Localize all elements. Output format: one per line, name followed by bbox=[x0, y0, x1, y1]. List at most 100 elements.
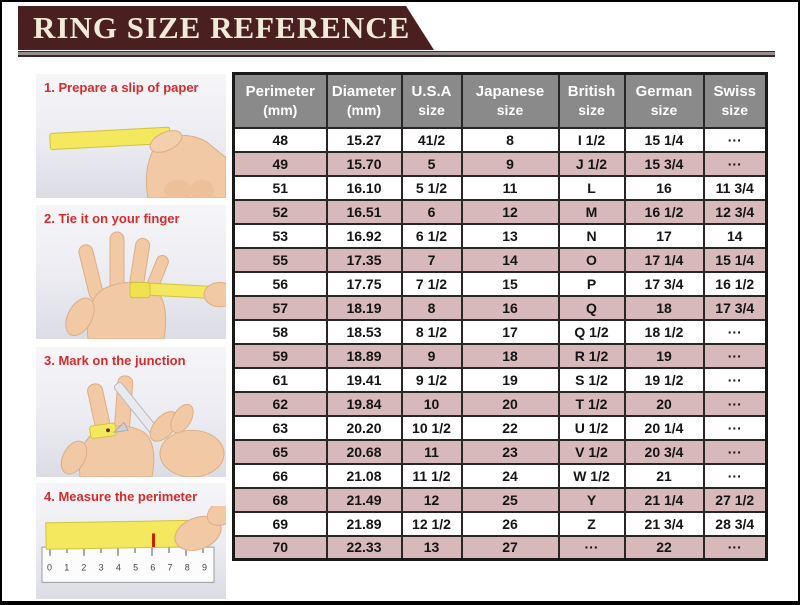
table-cell: 65 bbox=[232, 438, 328, 465]
table-header-row: Perimeter (mm) Diameter (mm) U.S.A size Japane… bbox=[232, 72, 768, 129]
table-cell: ··· bbox=[702, 438, 768, 465]
table-cell: 66 bbox=[232, 462, 328, 489]
step-1-label: 1. Prepare a slip of paper bbox=[44, 80, 199, 95]
table-cell: 20.68 bbox=[325, 438, 403, 465]
table-cell: R 1/2 bbox=[557, 342, 626, 369]
table-cell: 16.51 bbox=[325, 198, 403, 225]
column-header: Swiss size bbox=[702, 72, 768, 129]
table-cell: 15.70 bbox=[325, 150, 403, 177]
table-cell: 19.41 bbox=[325, 366, 403, 393]
table-row: 63 20.20 10 1/2 22 U 1/2 20 1/4 ··· bbox=[232, 414, 768, 441]
table-row: 51 16.10 5 1/2 11 L 16 11 3/4 bbox=[232, 174, 768, 201]
table-cell: 18 1/2 bbox=[623, 318, 705, 345]
table-row: 65 20.68 11 23 V 1/2 20 3/4 ··· bbox=[232, 438, 768, 465]
page-title: RING SIZE REFERENCE bbox=[33, 10, 411, 45]
thumb-illustration bbox=[149, 130, 183, 153]
table-cell: 20 1/4 bbox=[623, 414, 705, 441]
ring-size-table: Perimeter (mm) Diameter (mm) U.S.A size Japane… bbox=[232, 72, 768, 561]
step-2-photo-tie-finger bbox=[65, 231, 226, 339]
table-row: 52 16.51 6 12 M 16 1/2 12 3/4 bbox=[232, 198, 768, 225]
table-cell: 12 bbox=[400, 486, 463, 513]
table-cell: 15 3/4 bbox=[623, 150, 705, 177]
table-cell: 48 bbox=[232, 126, 328, 153]
column-header: Diameter (mm) bbox=[325, 72, 403, 129]
table-cell: Q bbox=[557, 294, 626, 321]
table-cell: 22.33 bbox=[325, 534, 403, 561]
table-cell: 59 bbox=[232, 342, 328, 369]
table-cell: N bbox=[557, 222, 626, 249]
table-cell: 16 1/2 bbox=[623, 198, 705, 225]
table-cell: 51 bbox=[232, 174, 328, 201]
table-cell: 23 bbox=[460, 438, 560, 465]
table-cell: 9 1/2 bbox=[400, 366, 463, 393]
table-cell: 17 3/4 bbox=[702, 294, 768, 321]
table-cell: 21 1/4 bbox=[623, 486, 705, 513]
table-cell: 58 bbox=[232, 318, 328, 345]
table-cell: 17 bbox=[623, 222, 705, 249]
table-cell: 11 1/2 bbox=[400, 462, 463, 489]
table-row: 69 21.89 12 1/2 26 Z 21 3/4 28 3/4 bbox=[232, 510, 768, 537]
table-cell: 63 bbox=[232, 414, 328, 441]
paper-slip-illustration bbox=[45, 519, 189, 550]
table-cell: ··· bbox=[702, 126, 768, 153]
table-row: 57 18.19 8 16 Q 18 17 3/4 bbox=[232, 294, 768, 321]
table-cell: T 1/2 bbox=[557, 390, 626, 417]
table-cell: 16 bbox=[460, 294, 560, 321]
table-cell: Z bbox=[557, 510, 626, 537]
column-header: Japanese size bbox=[460, 72, 560, 129]
table-cell: 6 1/2 bbox=[400, 222, 463, 249]
table-row: 49 15.70 5 9 J 1/2 15 3/4 ··· bbox=[232, 150, 768, 177]
table-row: 53 16.92 6 1/2 13 N 17 14 bbox=[232, 222, 768, 249]
column-header: British size bbox=[557, 72, 626, 129]
table-cell: 19 bbox=[623, 342, 705, 369]
table-cell: L bbox=[557, 174, 626, 201]
table-cell: ··· bbox=[702, 366, 768, 393]
table-cell: 18.89 bbox=[325, 342, 403, 369]
table-cell: 12 3/4 bbox=[702, 198, 768, 225]
table-cell: V 1/2 bbox=[557, 438, 626, 465]
table-cell: ··· bbox=[702, 462, 768, 489]
table-cell: 9 bbox=[400, 342, 463, 369]
table-cell: 8 1/2 bbox=[400, 318, 463, 345]
table-cell: 15.27 bbox=[325, 126, 403, 153]
table-cell: 21.08 bbox=[325, 462, 403, 489]
table-row: 66 21.08 11 1/2 24 W 1/2 21 ··· bbox=[232, 462, 768, 489]
table-row: 58 18.53 8 1/2 17 Q 1/2 18 1/2 ··· bbox=[232, 318, 768, 345]
table-cell: ··· bbox=[702, 390, 768, 417]
table-cell: 17 1/4 bbox=[623, 246, 705, 273]
ruler-illustration: 0 1 2 3 4 5 6 7 8 9 bbox=[41, 546, 215, 583]
table-cell: 27 bbox=[460, 534, 560, 561]
table-cell: 69 bbox=[232, 510, 328, 537]
table-cell: S 1/2 bbox=[557, 366, 626, 393]
step-1-photo-paper-slip bbox=[49, 126, 226, 198]
table-cell: O bbox=[557, 246, 626, 273]
table-cell: 17.75 bbox=[325, 270, 403, 297]
table-cell: 18.19 bbox=[325, 294, 403, 321]
table-cell: 22 bbox=[460, 414, 560, 441]
table-cell: 17 3/4 bbox=[623, 270, 705, 297]
table-cell: 28 3/4 bbox=[702, 510, 768, 537]
table-cell: 20.20 bbox=[325, 414, 403, 441]
table-cell: 20 bbox=[460, 390, 560, 417]
title-banner: RING SIZE REFERENCE bbox=[18, 6, 434, 50]
table-row: 70 22.33 13 27 ··· 22 ··· bbox=[232, 534, 768, 561]
table-cell: 18.53 bbox=[325, 318, 403, 345]
table-cell: 41/2 bbox=[400, 126, 463, 153]
table-cell: J 1/2 bbox=[557, 150, 626, 177]
table-cell: 22 bbox=[623, 534, 705, 561]
table-cell: 16.10 bbox=[325, 174, 403, 201]
table-cell: 18 bbox=[460, 342, 560, 369]
banner-underline bbox=[18, 51, 775, 57]
table-cell: 16 1/2 bbox=[702, 270, 768, 297]
table-cell: 19 bbox=[460, 366, 560, 393]
step-2-label: 2. Tie it on your finger bbox=[44, 211, 180, 226]
table-cell: 27 1/2 bbox=[702, 486, 768, 513]
table-row: 59 18.89 9 18 R 1/2 19 ··· bbox=[232, 342, 768, 369]
table-cell: ··· bbox=[702, 342, 768, 369]
instruction-step-3: 3. Mark on the junction bbox=[36, 347, 226, 477]
table-cell: 62 bbox=[232, 390, 328, 417]
paper-band-illustration bbox=[89, 422, 117, 439]
table-cell: 12 1/2 bbox=[400, 510, 463, 537]
table-cell: 11 bbox=[400, 438, 463, 465]
